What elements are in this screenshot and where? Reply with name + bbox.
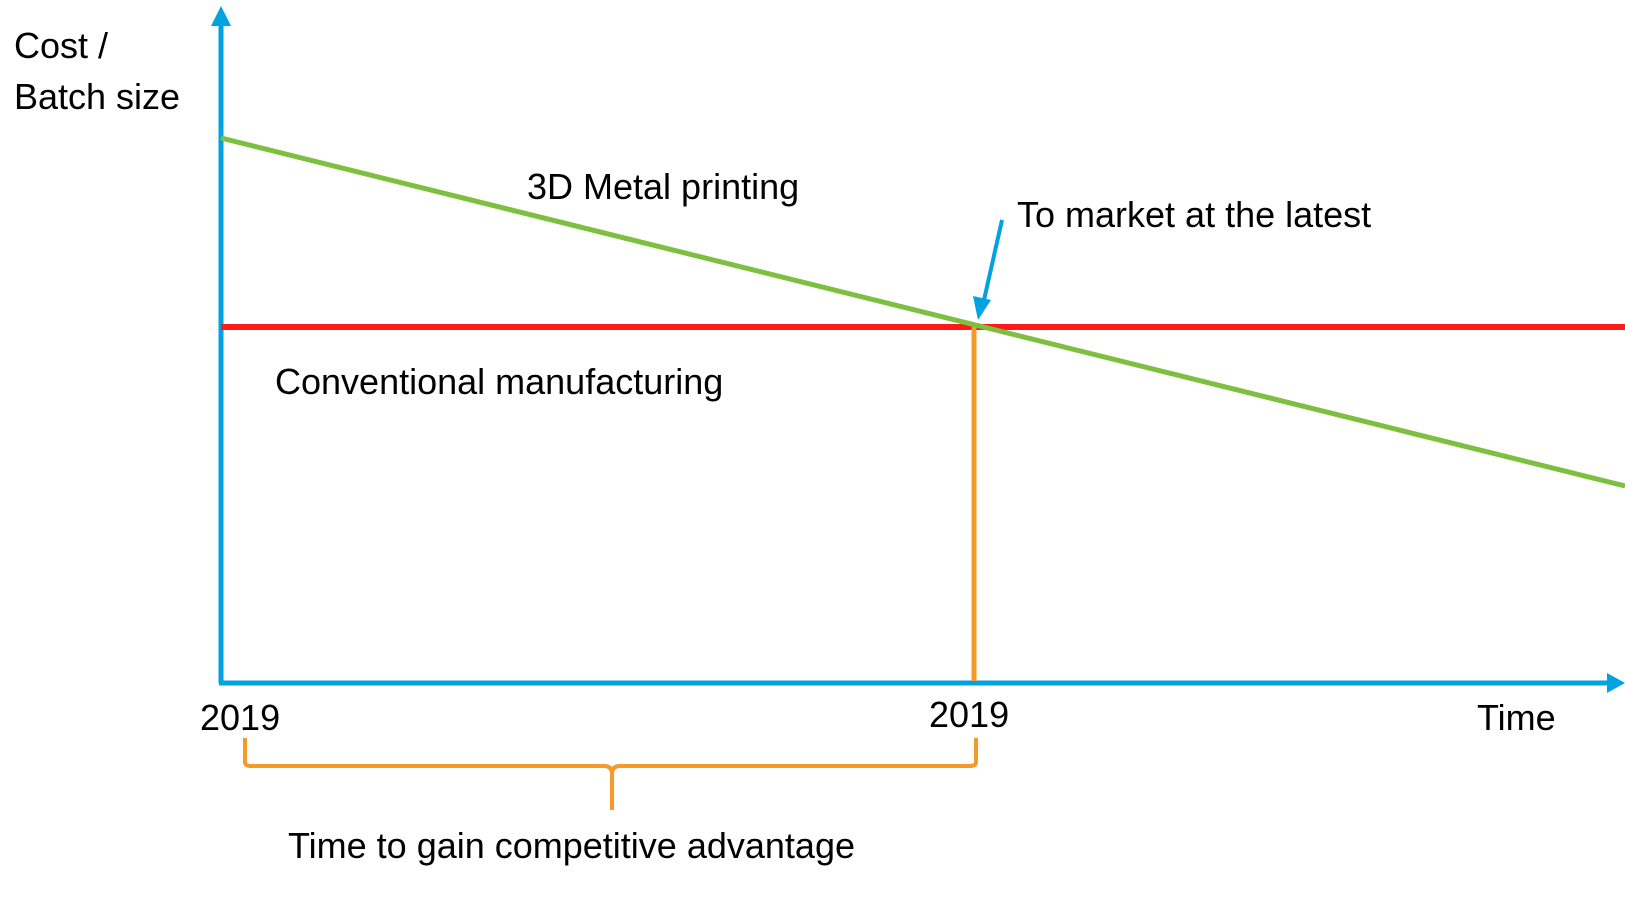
crossover-label: To market at the latest bbox=[1017, 194, 1371, 235]
conventional-manufacturing-label: Conventional manufacturing bbox=[275, 361, 723, 402]
crossover-pointer-arrowhead bbox=[973, 296, 991, 320]
x-axis-arrowhead bbox=[1607, 673, 1625, 693]
y-axis-label-line2: Batch size bbox=[14, 76, 180, 117]
x-tick-start-label: 2019 bbox=[200, 697, 280, 738]
crossover-pointer-arrow bbox=[982, 219, 1004, 301]
x-tick-crossover-label: 2019 bbox=[929, 694, 1009, 735]
3d-metal-printing-label: 3D Metal printing bbox=[527, 166, 799, 207]
y-axis-arrowhead bbox=[211, 6, 231, 26]
y-axis-label-line1: Cost / bbox=[14, 25, 108, 66]
x-axis-label: Time bbox=[1477, 697, 1556, 738]
brace-label: Time to gain competitive advantage bbox=[288, 825, 855, 866]
competitive-advantage-brace bbox=[243, 738, 978, 810]
3d-metal-printing-line bbox=[220, 135, 1625, 489]
